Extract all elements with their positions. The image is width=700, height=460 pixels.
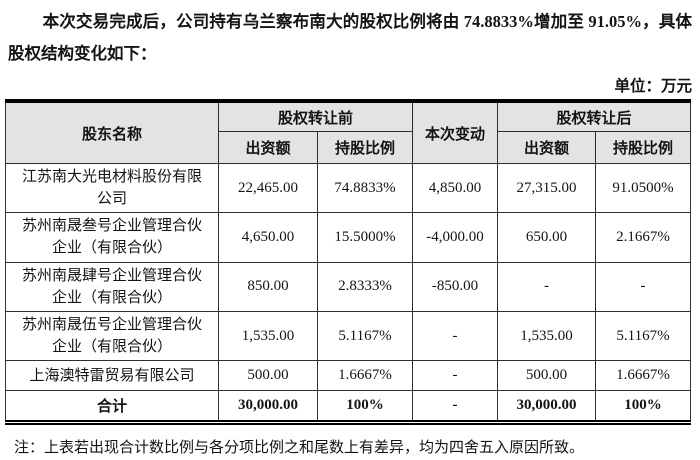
- header-row-sub: 出资额 持股比例 出资额 持股比例: [6, 130, 692, 164]
- col-header-change: 本次变动: [412, 100, 499, 164]
- table-body: 江苏南大光电材料股份有限公司 22,465.00 74.8833% 4,850.00 2…: [5, 162, 692, 392]
- value-cell: -: [412, 310, 499, 362]
- col-header-shareholder: 股东名称: [5, 100, 219, 164]
- intro-paragraph: 本次交易完成后，公司持有乌兰察布南大的股权比例将由 74.8833%增加至 91…: [8, 12, 692, 64]
- value-cell: -: [412, 390, 499, 424]
- table-row: 上海澳特雷贸易有限公司 500.00 1.6667% -500.00 1.6667%: [5, 360, 692, 392]
- shareholder-name-cell: 苏州南晟肆号企业管理合伙企业（有限合伙）: [5, 261, 219, 312]
- table-row: 苏州南晟伍号企业管理合伙企业（有限合伙） 1,535.00 5.1167% -1,53…: [5, 310, 692, 362]
- equity-structure-table: 股东名称 股权转让前 本次变动 股权转让后 出资额 持股比例 出资额 持股比例 …: [5, 99, 692, 426]
- value-cell: -850.00: [412, 261, 499, 312]
- shareholder-name-cell: 上海澳特雷贸易有限公司: [5, 360, 219, 392]
- header-row-groups: 股东名称 股权转让前 本次变动 股权转让后: [5, 100, 692, 164]
- col-header-contribution-before: 出资额: [218, 130, 318, 164]
- value-cell: 1,535.00: [218, 310, 318, 362]
- value-cell: 5.1167%: [595, 310, 692, 362]
- shareholder-name-cell: 苏州南晟叁号企业管理合伙企业（有限合伙）: [5, 212, 219, 263]
- value-cell: 30,000.00: [218, 390, 318, 424]
- value-cell: 22,465.00: [218, 162, 318, 214]
- value-cell: 27,315.00: [497, 162, 597, 214]
- value-cell: 650.00: [497, 212, 597, 263]
- col-header-ratio-before: 持股比例: [316, 130, 414, 164]
- total-label-cell: 合计: [5, 390, 219, 424]
- col-header-before-transfer: 股权转让前: [217, 100, 414, 132]
- col-header-after-transfer: 股权转让后: [497, 100, 692, 132]
- value-cell: 500.00: [218, 360, 318, 392]
- col-header-contribution-after: 出资额: [497, 130, 597, 164]
- total-row: 合计 30,000.00 100% - 30,000.00 100%: [5, 390, 692, 424]
- value-cell: 30,000.00: [497, 390, 597, 424]
- value-cell: 4,850.00: [412, 162, 499, 214]
- value-cell: 2.8333%: [316, 261, 414, 312]
- value-cell: -: [595, 261, 692, 312]
- value-cell: 500.00: [497, 360, 597, 392]
- value-cell: 100%: [316, 390, 414, 424]
- value-cell: 850.00: [218, 261, 318, 312]
- footnote: 注：上表若出现合计数比例与各分项比例之和尾数上有差异，均为四舍五入原因所致。: [14, 440, 585, 457]
- value-cell: 15.5000%: [316, 212, 414, 263]
- value-cell: 5.1167%: [316, 310, 414, 362]
- table-row: 江苏南大光电材料股份有限公司 22,465.00 74.8833% 4,850.00 2…: [5, 162, 692, 214]
- value-cell: 4,650.00: [218, 212, 318, 263]
- value-cell: 1.6667%: [316, 360, 414, 392]
- value-cell: 91.0500%: [595, 162, 692, 214]
- shareholder-name-cell: 苏州南晟伍号企业管理合伙企业（有限合伙）: [5, 310, 219, 362]
- value-cell: -: [412, 360, 499, 392]
- table-footer: 合计 30,000.00 100% - 30,000.00 100%: [5, 390, 692, 424]
- value-cell: 2.1667%: [595, 212, 692, 263]
- unit-label: 单位：万元: [614, 78, 692, 96]
- value-cell: -4,000.00: [412, 212, 499, 263]
- shareholder-name-cell: 江苏南大光电材料股份有限公司: [5, 162, 219, 214]
- value-cell: 100%: [595, 390, 692, 424]
- table-row: 苏州南晟肆号企业管理合伙企业（有限合伙） 850.00 2.8333% -850.00…: [5, 261, 692, 312]
- value-cell: 1,535.00: [497, 310, 597, 362]
- value-cell: 74.8833%: [316, 162, 414, 214]
- table-header: 股东名称 股权转让前 本次变动 股权转让后 出资额 持股比例 出资额 持股比例: [5, 100, 692, 164]
- col-header-ratio-after: 持股比例: [595, 130, 692, 164]
- value-cell: 1.6667%: [595, 360, 692, 392]
- value-cell: -: [497, 261, 597, 312]
- table-row: 苏州南晟叁号企业管理合伙企业（有限合伙） 4,650.00 15.5000% -4,0…: [5, 212, 692, 263]
